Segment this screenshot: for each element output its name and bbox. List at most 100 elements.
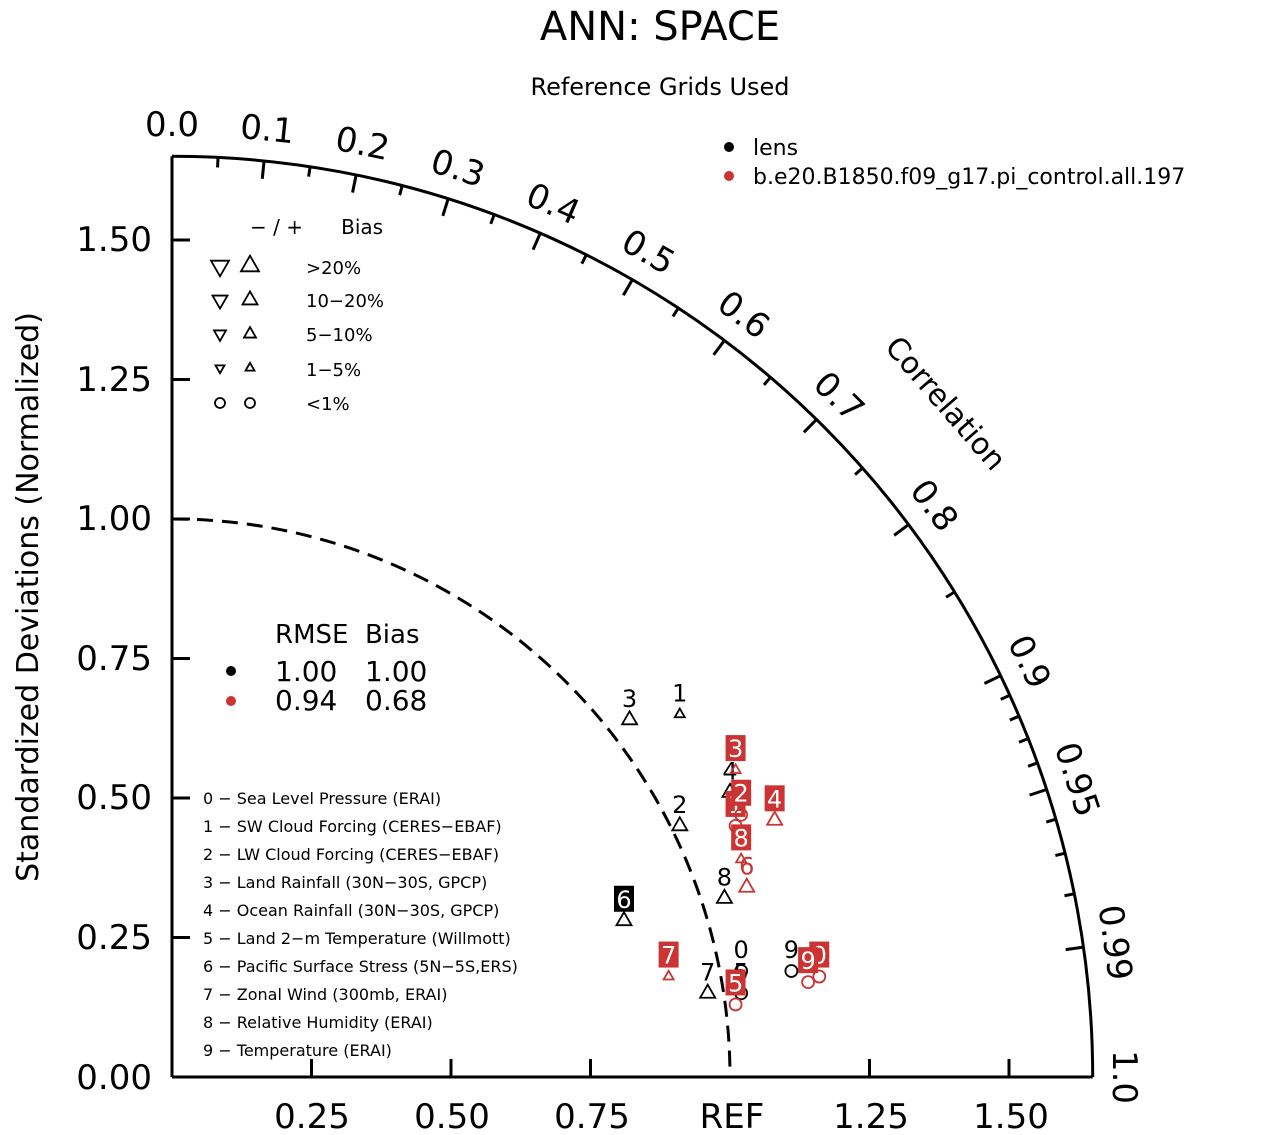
point-marker xyxy=(620,709,639,726)
bias-legend-up-triangle xyxy=(240,289,260,306)
variable-list: 0 − Sea Level Pressure (ERAI) 1 − SW Clo… xyxy=(203,789,518,1060)
bias-legend: − / + Bias >20% 10−20% 5−10% 1−5% <1% xyxy=(209,215,384,415)
correlation-tick xyxy=(671,307,680,318)
correlation-tick xyxy=(1045,817,1057,824)
point-label: 6 xyxy=(616,886,631,914)
variable-entry: 8 − Relative Humidity (ERAI) xyxy=(203,1013,433,1032)
y-tick-label: 0.75 xyxy=(76,639,152,679)
correlation-arc-label: Correlation xyxy=(878,330,1013,478)
point-label-box xyxy=(725,735,746,762)
point-label: 8 xyxy=(717,863,732,891)
correlation-label: 0.95 xyxy=(1046,737,1108,821)
correlation-tick xyxy=(1065,945,1084,952)
variable-entry: 7 − Zonal Wind (300mb, ERAI) xyxy=(203,985,447,1004)
point-label: 7 xyxy=(661,942,676,970)
variable-entry: 4 − Ocean Rainfall (30N−30S, GPCP) xyxy=(203,901,499,920)
point-label: 1 xyxy=(672,679,687,707)
correlation-tick xyxy=(260,160,266,179)
y-tick-label: 0.25 xyxy=(76,918,152,958)
y-tick-label: 1.00 xyxy=(76,499,152,539)
variable-entry: 9 − Temperature (ERAI) xyxy=(203,1041,392,1060)
point-marker xyxy=(734,851,748,864)
point-label: 3 xyxy=(622,685,637,713)
chart-title: ANN: SPACE xyxy=(540,4,780,50)
x-axis: 0.25 0.50 0.75 1.25 1.50 xyxy=(172,1075,1092,1135)
bias-legend-up-triangle xyxy=(243,361,257,372)
point-marker xyxy=(715,888,734,904)
point-label: 5 xyxy=(728,969,743,997)
bias-legend-down-triangle xyxy=(209,259,231,279)
correlation-tick xyxy=(983,674,1002,685)
bias-legend-down-triangle xyxy=(213,364,227,375)
ref-label: REF xyxy=(700,1097,765,1135)
correlation-label: 1.0 xyxy=(1104,1050,1144,1104)
x-tick-label: 0.50 xyxy=(414,1097,490,1135)
y-tick-label: 1.25 xyxy=(76,360,152,400)
correlation-tick xyxy=(580,254,588,265)
legend-label-lens: lens xyxy=(753,136,798,161)
point-label: 2 xyxy=(734,780,749,808)
series-legend: lens b.e20.B1850.f09_g17.pi_control.all.… xyxy=(724,136,1185,190)
variable-entry: 2 − LW Cloud Forcing (CERES−EBAF) xyxy=(203,845,499,864)
point-marker xyxy=(614,910,634,927)
correlation-tick xyxy=(802,418,818,434)
point-label-box xyxy=(764,785,785,812)
y-tick-label: 1.50 xyxy=(76,220,152,260)
correlation-label: 0.99 xyxy=(1090,902,1140,983)
point-label-box xyxy=(731,779,752,806)
point-label-box xyxy=(613,885,634,912)
bias-legend-row: 10−20% xyxy=(306,291,384,312)
correlation-tick xyxy=(441,198,450,217)
bias-legend-row: >20% xyxy=(306,258,361,279)
variable-entry: 0 − Sea Level Pressure (ERAI) xyxy=(203,789,441,808)
y-axis: 0.00 0.25 0.50 0.75 1.00 1.25 1.50 xyxy=(76,157,174,1098)
correlation-tick xyxy=(762,376,772,386)
point-marker xyxy=(784,964,799,978)
correlation-tick xyxy=(1000,693,1011,701)
correlation-tick xyxy=(1029,788,1048,797)
correlation-label: 0.4 xyxy=(520,175,586,233)
point-label-box xyxy=(725,969,746,996)
point-label: 9 xyxy=(800,947,815,975)
legend-label-model: b.e20.B1850.f09_g17.pi_control.all.197 xyxy=(753,165,1185,190)
correlation-tick xyxy=(398,185,404,196)
rmse-row-marker xyxy=(226,696,236,706)
correlation-tick xyxy=(531,232,542,251)
correlation-label: 0.9 xyxy=(999,629,1059,695)
bias-legend-row: 1−5% xyxy=(306,360,361,381)
correlation-tick xyxy=(622,278,634,296)
correlation-tick xyxy=(216,157,220,168)
point-label: 0 xyxy=(734,936,749,964)
correlation-arc xyxy=(170,154,1095,1079)
point-label: 7 xyxy=(700,958,715,986)
point-label-box xyxy=(658,941,679,968)
correlation-labels: 0.0 0.1 0.2 0.30.40.50.60.70.80.90.950.991.… xyxy=(145,105,1144,1104)
rmse-table: RMSE Bias 1.00 1.00 0.94 0.68 xyxy=(226,620,427,717)
correlation-tick xyxy=(1018,737,1029,744)
point-label: 9 xyxy=(784,936,799,964)
correlation-tick xyxy=(307,166,312,177)
point-marker xyxy=(801,975,816,990)
x-tick-label: 0.25 xyxy=(274,1097,350,1135)
variable-entry: 6 − Pacific Surface Stress (5N−5S,ERS) xyxy=(203,957,518,976)
correlation-tick xyxy=(1009,714,1020,722)
point-label: 8 xyxy=(734,824,749,852)
y-axis-label: Standardized Deviations (Normalized) xyxy=(11,312,46,882)
correlation-label: 0.2 xyxy=(332,119,393,169)
correlation-tick xyxy=(1055,851,1066,858)
legend-marker-model xyxy=(724,171,734,181)
point-label: 3 xyxy=(728,735,743,763)
correlation-tick xyxy=(945,590,956,599)
reference-std-arc xyxy=(171,517,732,1078)
data-points: 01234567890123456789 xyxy=(613,679,830,1012)
point-marker xyxy=(670,815,689,832)
point-label-box xyxy=(798,947,819,974)
bias-legend-circle xyxy=(244,397,256,409)
variable-entry: 1 − SW Cloud Forcing (CERES−EBAF) xyxy=(203,817,502,836)
point-label: 4 xyxy=(767,785,782,813)
point-marker xyxy=(765,809,784,826)
bias-legend-header: − / + Bias xyxy=(250,215,383,239)
bias-legend-down-triangle xyxy=(212,329,228,343)
outer-arc xyxy=(171,154,1095,1078)
correlation-tick xyxy=(351,174,358,193)
